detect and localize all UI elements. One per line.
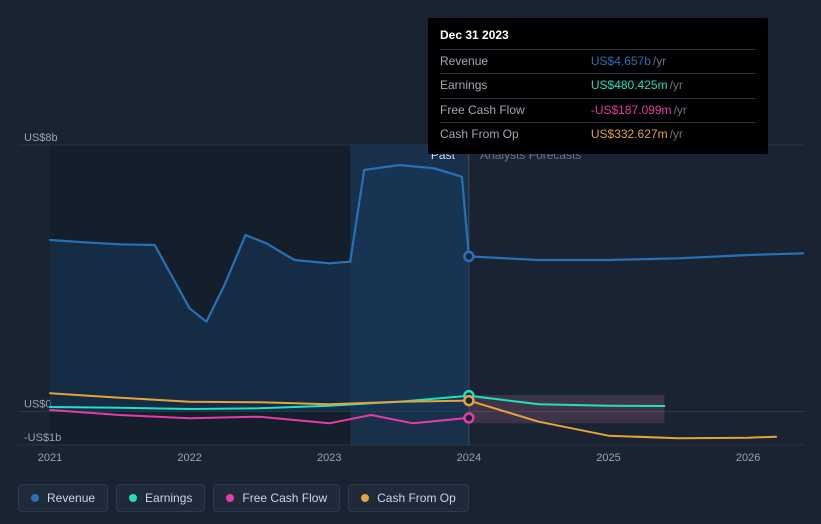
tooltip-row-label: Earnings	[440, 74, 579, 98]
legend-item-earnings[interactable]: Earnings	[116, 484, 205, 512]
tooltip-table: RevenueUS$4.657b/yrEarningsUS$480.425m/y…	[440, 49, 756, 146]
tooltip-row-value: US$4.657b/yr	[579, 50, 756, 74]
x-axis-label: 2021	[38, 452, 62, 464]
tooltip-row: Cash From OpUS$332.627m/yr	[440, 122, 756, 146]
tooltip-row-value: US$332.627m/yr	[579, 122, 756, 146]
x-axis-label: 2026	[736, 452, 760, 464]
x-axis-label: 2025	[596, 452, 620, 464]
legend: Revenue Earnings Free Cash Flow Cash From O…	[18, 484, 469, 512]
legend-dot	[31, 494, 39, 502]
chart-tooltip: Dec 31 2023 RevenueUS$4.657b/yrEarningsU…	[428, 18, 768, 154]
legend-label: Revenue	[47, 491, 95, 505]
legend-item-revenue[interactable]: Revenue	[18, 484, 108, 512]
tooltip-row-label: Cash From Op	[440, 122, 579, 146]
tooltip-row-value: US$480.425m/yr	[579, 74, 756, 98]
x-axis-label: 2024	[457, 452, 481, 464]
tooltip-row: Free Cash Flow-US$187.099m/yr	[440, 98, 756, 122]
tooltip-row: RevenueUS$4.657b/yr	[440, 50, 756, 74]
legend-item-cfo[interactable]: Cash From Op	[348, 484, 469, 512]
marker-cfo	[464, 396, 473, 405]
legend-item-fcf[interactable]: Free Cash Flow	[213, 484, 340, 512]
y-axis-label: -US$1b	[24, 432, 61, 444]
legend-label: Earnings	[145, 491, 192, 505]
legend-dot	[226, 494, 234, 502]
x-axis-label: 2023	[317, 452, 341, 464]
tooltip-row: EarningsUS$480.425m/yr	[440, 74, 756, 98]
y-axis-label: US$0	[24, 399, 52, 411]
tooltip-row-value: -US$187.099m/yr	[579, 98, 756, 122]
x-axis-label: 2022	[177, 452, 201, 464]
legend-label: Cash From Op	[377, 491, 456, 505]
marker-revenue	[464, 252, 473, 261]
legend-dot	[129, 494, 137, 502]
y-axis-label: US$8b	[24, 132, 58, 144]
tooltip-row-label: Revenue	[440, 50, 579, 74]
marker-fcf	[464, 413, 473, 422]
tooltip-date: Dec 31 2023	[440, 26, 756, 45]
legend-label: Free Cash Flow	[242, 491, 327, 505]
legend-dot	[361, 494, 369, 502]
tooltip-row-label: Free Cash Flow	[440, 98, 579, 122]
